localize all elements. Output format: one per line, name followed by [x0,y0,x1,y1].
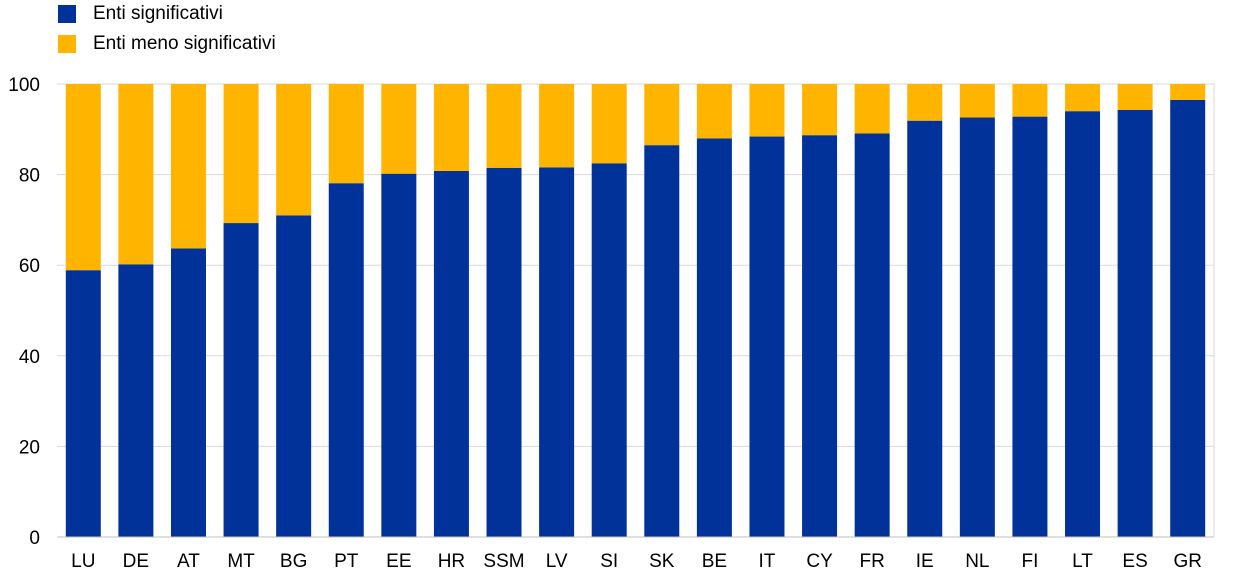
x-tick-label: AT [177,551,200,572]
x-tick-label: IT [759,551,776,572]
bar-IE-less-significant [907,84,943,121]
bar-MT-significant [223,223,259,538]
y-tick-label: 60 [19,256,40,277]
x-tick-label: BE [702,551,727,572]
x-tick-label: SK [649,551,675,572]
bar-LU-less-significant [65,84,101,271]
bar-DE-less-significant [118,84,154,265]
x-tick-label: FR [859,551,884,572]
chart-axes: 0 20 40 60 80 100 LU DE AT MT BG PT EE HR SSM LV SI SK BE I… [8,75,1214,572]
bar-IE-significant [907,120,943,538]
x-tick-label: GR [1173,551,1202,572]
legend-label-less-significant: Enti meno significativi [93,33,276,54]
bar-CY-less-significant [802,84,838,136]
x-tick-label: CY [806,551,833,572]
x-tick-label: LV [546,551,568,572]
bar-IT-less-significant [749,84,785,137]
bar-HR-significant [433,170,469,537]
bar-PT-less-significant [328,84,364,184]
bar-DE-significant [118,264,154,537]
bar-IT-significant [749,136,785,537]
bar-NL-less-significant [959,84,995,118]
bar-FI-less-significant [1012,84,1048,117]
legend-swatch-less-significant [58,35,76,53]
bar-GR-less-significant [1170,84,1206,100]
x-tick-label: LT [1072,551,1093,572]
bar-BG-less-significant [276,84,312,216]
legend-swatch-significant [58,5,76,23]
x-tick-label: SSM [483,551,524,572]
legend-item-significant: Enti significativi [58,3,223,25]
bar-LV-significant [539,167,575,538]
bar-LV-less-significant [539,84,575,168]
bar-SK-significant [644,145,680,537]
legend-item-less-significant: Enti meno significativi [58,33,276,55]
bar-EE-significant [381,173,417,537]
bar-FR-significant [854,133,890,537]
bar-LT-less-significant [1065,84,1101,112]
bar-FR-less-significant [854,84,890,134]
y-tick-label: 40 [19,347,40,368]
chart-bars [65,84,1206,538]
x-tick-label: MT [227,551,255,572]
bar-PT-significant [328,183,364,537]
bar-SI-less-significant [591,84,627,164]
bar-LT-significant [1065,111,1101,538]
bar-BE-significant [696,138,732,538]
bar-HR-less-significant [433,84,469,171]
bar-SSM-less-significant [486,84,522,168]
x-tick-label: PT [334,551,359,572]
x-tick-label: DE [123,551,149,572]
bar-FI-significant [1012,116,1048,537]
bar-ES-less-significant [1117,84,1153,110]
bar-AT-significant [170,248,206,537]
y-tick-label: 80 [19,166,40,187]
bar-SI-significant [591,163,627,537]
y-tick-label: 0 [29,528,40,549]
x-tick-label: IE [916,551,934,572]
x-tick-label: HR [438,551,465,572]
bar-NL-significant [959,117,995,537]
x-tick-label: BG [280,551,307,572]
bar-MT-less-significant [223,84,259,224]
y-tick-label: 100 [8,75,40,96]
bar-CY-significant [802,135,838,537]
bar-BG-significant [276,215,312,537]
x-tick-label: LU [71,551,95,572]
bar-AT-less-significant [170,84,206,249]
x-tick-label: SI [600,551,618,572]
y-tick-label: 20 [19,437,40,458]
bar-SSM-significant [486,167,522,537]
bar-BE-less-significant [696,84,732,139]
bar-SK-less-significant [644,84,680,146]
x-tick-label: EE [386,551,411,572]
legend-label-significant: Enti significativi [93,3,223,24]
bar-LU-significant [65,270,101,537]
x-tick-label: FI [1021,551,1038,572]
x-tick-label: ES [1122,551,1147,572]
bar-GR-significant [1170,99,1206,537]
x-tick-label: NL [965,551,989,572]
bar-ES-significant [1117,109,1153,538]
bar-EE-less-significant [381,84,417,174]
